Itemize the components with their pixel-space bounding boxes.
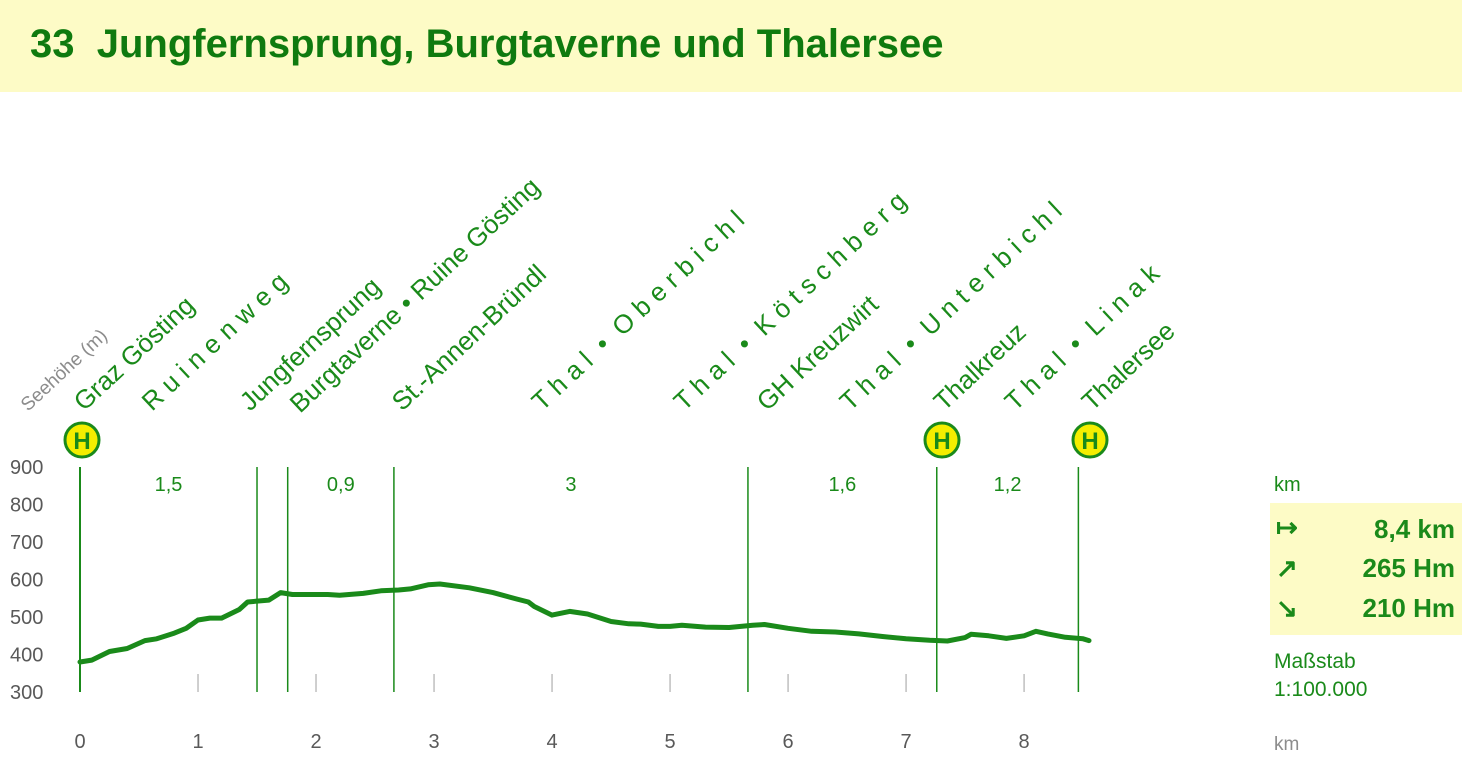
scale: 1:100.000 [1274, 678, 1367, 701]
bus-icon-glyph: H [73, 428, 90, 455]
segment-label: 3 [565, 474, 576, 496]
x-tick-label: 0 [74, 731, 85, 753]
x-tick-label: 1 [192, 731, 203, 753]
segment-label: 0,9 [327, 474, 355, 496]
x-axis-unit: km [1274, 734, 1299, 755]
summary-box [1270, 503, 1462, 635]
bus-icon [923, 421, 961, 459]
ascent-icon: ↗ [1276, 553, 1298, 583]
bus-icon-glyph: H [1081, 428, 1098, 455]
y-tick-label: 500 [10, 607, 43, 629]
x-tick-label: 5 [664, 731, 675, 753]
ascent: 265 Hm [1363, 553, 1456, 583]
y-tick-label: 400 [10, 645, 43, 667]
bus-icon-glyph: H [933, 428, 950, 455]
distance-icon: ↦ [1276, 512, 1298, 542]
header: 33 Jungfernsprung, Burgtaverne und Thale… [0, 0, 1462, 92]
descent-icon: ↘ [1276, 593, 1298, 623]
x-tick-label: 6 [783, 731, 794, 753]
bus-icons: H H H [63, 421, 1109, 459]
bus-icon [63, 421, 101, 459]
descent: 210 Hm [1363, 593, 1456, 623]
y-tick-label: 600 [10, 570, 43, 592]
scale-label: Maßstab [1274, 650, 1356, 673]
bus-icon [1071, 421, 1109, 459]
x-tick-label: 2 [310, 731, 321, 753]
segment-label: 1,6 [828, 474, 856, 496]
y-tick-label: 900 [10, 457, 43, 479]
summary-unit: km [1274, 474, 1301, 496]
distance: 8,4 km [1374, 514, 1455, 544]
y-tick-label: 800 [10, 495, 43, 517]
x-tick-label: 7 [901, 731, 912, 753]
elevation-line [77, 581, 1092, 665]
segment-label: 1,2 [994, 474, 1022, 496]
y-tick-label: 300 [10, 682, 43, 704]
x-tick-label: 4 [546, 731, 557, 753]
chart-title: 33 Jungfernsprung, Burgtaverne und Thale… [30, 22, 944, 66]
y-tick-label: 700 [10, 532, 43, 554]
segment-label: 1,5 [155, 474, 183, 496]
x-tick-label: 8 [1019, 731, 1030, 753]
x-tick-label: 3 [428, 731, 439, 753]
